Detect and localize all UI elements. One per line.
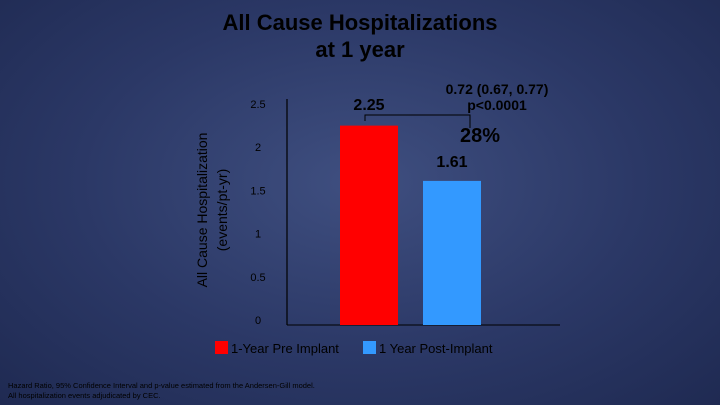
y-tick-label: 1 [255, 229, 261, 241]
y-axis-label-line-1: All Cause Hospitalization [194, 133, 210, 288]
y-tick-label: 0 [255, 315, 261, 327]
comparison-bracket [364, 114, 471, 128]
y-tick-label: 2.5 [250, 99, 265, 111]
p-value-label: p<0.0001 [467, 97, 527, 113]
y-tick-label: 1.5 [250, 185, 265, 197]
y-axis-label-line-2: (events/pt-yr) [214, 169, 230, 251]
bar-value-label: 1.61 [436, 154, 467, 171]
bar-value-label: 2.25 [353, 97, 384, 114]
legend-swatch [363, 341, 376, 354]
legend-label: 1 Year Post-Implant [379, 341, 493, 356]
footnote-hazard-ratio: Hazard Ratio, 95% Confidence Interval an… [8, 381, 315, 390]
footnote-adjudication: All hospitalization events adjudicated b… [8, 391, 161, 400]
bar-post-implant [423, 180, 481, 325]
chart-title-line-1: All Cause Hospitalizations [222, 10, 498, 35]
y-tick-label: 2 [255, 142, 261, 154]
hazard-ratio-label: 0.72 (0.67, 0.77) [446, 81, 549, 97]
y-tick-label: 0.5 [250, 272, 265, 284]
bar-pre-implant [340, 125, 398, 325]
legend-swatch [215, 341, 228, 354]
chart-title-line-2: at 1 year [315, 37, 405, 62]
reduction-label: 28% [460, 125, 500, 147]
legend-label: 1-Year Pre Implant [231, 341, 339, 356]
